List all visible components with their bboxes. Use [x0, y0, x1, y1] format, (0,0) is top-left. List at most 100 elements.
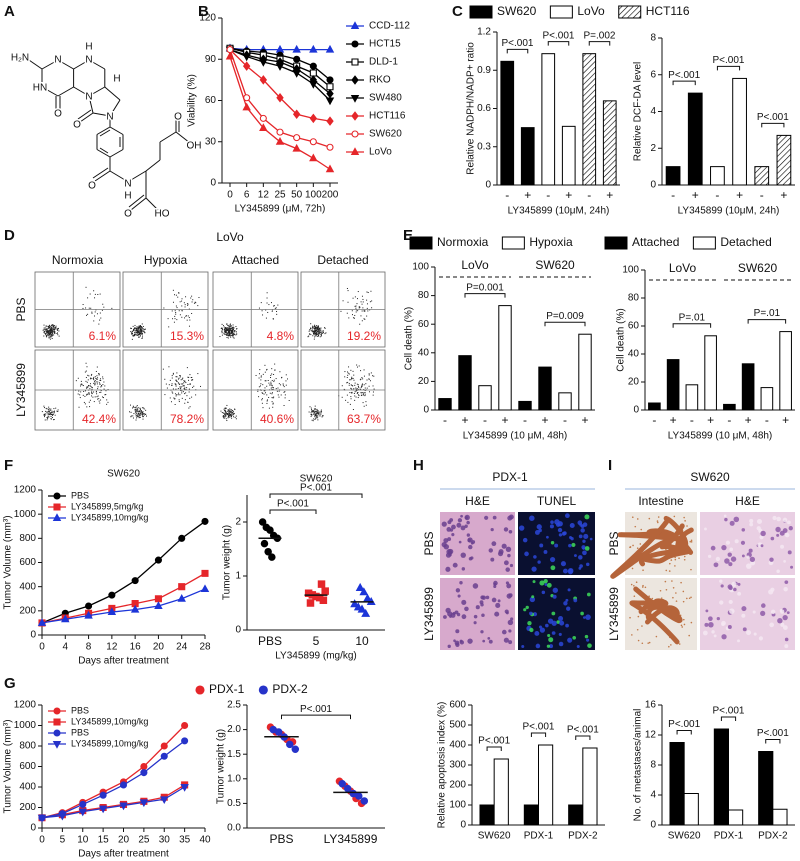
flow-event	[227, 325, 229, 327]
flow-event	[321, 411, 323, 413]
flow-event	[48, 413, 50, 415]
tissue-feature	[759, 535, 764, 540]
image-column-label: Intestine	[638, 494, 684, 508]
flow-event	[175, 384, 177, 386]
tissue-feature	[705, 609, 709, 613]
tissue-feature	[651, 597, 654, 600]
flow-event	[235, 331, 237, 333]
flow-event	[94, 382, 96, 384]
flow-event	[318, 333, 320, 335]
flow-event	[97, 395, 99, 397]
flow-event	[311, 410, 313, 412]
bond	[99, 129, 111, 137]
y-tick-label: 2	[650, 143, 656, 154]
flow-event	[361, 320, 363, 322]
flow-event	[310, 413, 312, 415]
flow-event	[264, 387, 266, 389]
flow-event	[262, 392, 264, 394]
flow-event	[183, 385, 185, 387]
legend-marker	[53, 718, 61, 726]
flow-event	[175, 385, 177, 387]
flow-event	[349, 379, 351, 381]
flow-event	[49, 326, 51, 328]
flow-event	[44, 419, 46, 421]
flow-event	[175, 388, 177, 390]
tissue-feature	[644, 586, 647, 589]
flow-event	[46, 332, 48, 334]
significance-bracket	[506, 48, 529, 54]
flow-event	[232, 329, 234, 331]
flow-event	[136, 409, 138, 411]
tissue-feature	[449, 528, 454, 532]
tissue-feature	[784, 637, 789, 642]
flow-event	[96, 375, 98, 377]
tissue-feature	[451, 533, 455, 537]
flow-event	[364, 318, 366, 320]
flow-event	[43, 335, 45, 337]
tissue-feature	[550, 541, 555, 545]
flow-event	[231, 417, 233, 419]
flow-event	[221, 332, 223, 334]
flow-event	[225, 330, 227, 332]
tissue-feature	[741, 554, 745, 558]
flow-event	[137, 334, 139, 336]
flow-event	[86, 393, 88, 395]
flow-event	[188, 379, 190, 381]
flow-event	[274, 369, 276, 371]
marker	[276, 128, 284, 136]
flow-event	[225, 334, 227, 336]
flow-event	[223, 410, 225, 412]
flow-event	[227, 409, 229, 411]
flow-event	[314, 415, 316, 417]
marker	[180, 784, 189, 792]
tissue-feature	[531, 566, 537, 572]
flow-event	[264, 380, 266, 382]
x-axis-label: LY345899 (μM, 72h)	[235, 204, 326, 215]
tissue-feature	[780, 609, 785, 614]
bar	[772, 808, 788, 826]
flow-event	[43, 407, 45, 409]
flow-event	[105, 394, 107, 396]
x-tick-label: 0	[39, 642, 45, 653]
flow-event	[94, 381, 96, 383]
flow-event	[134, 410, 136, 412]
flow-event	[354, 384, 356, 386]
marker	[259, 75, 268, 85]
flow-event	[58, 335, 60, 337]
flow-event	[141, 410, 143, 412]
flow-event	[340, 310, 342, 312]
flow-event	[137, 333, 139, 335]
x-tick-label: +	[782, 413, 789, 427]
tissue-feature	[579, 564, 583, 568]
tissue-feature	[672, 586, 675, 589]
tissue-feature	[746, 555, 750, 559]
flow-event	[271, 386, 273, 388]
flow-event	[43, 324, 45, 326]
flow-event	[88, 307, 90, 309]
flow-event	[178, 392, 180, 394]
significance-bracket	[761, 122, 785, 128]
flow-event	[93, 378, 95, 380]
tissue-feature	[565, 598, 569, 602]
flow-event	[111, 307, 113, 309]
tissue-feature	[456, 612, 461, 617]
flow-event	[313, 332, 315, 334]
tissue-feature	[544, 583, 548, 586]
flow-event	[229, 416, 231, 418]
flow-event	[56, 329, 58, 331]
tissue-feature	[733, 516, 740, 523]
flow-event	[99, 379, 101, 381]
flow-event	[273, 396, 275, 398]
flow-event	[225, 418, 227, 420]
flow-event	[184, 399, 186, 401]
tissue-feature	[636, 547, 639, 549]
flow-event	[312, 331, 314, 333]
tissue-feature	[567, 637, 573, 643]
marker	[200, 584, 210, 593]
tissue-feature	[776, 516, 781, 522]
flow-event	[315, 332, 317, 334]
x-tick-label: 200	[322, 190, 339, 201]
flow-event	[227, 410, 229, 412]
flow-event	[318, 333, 320, 335]
y-tick-label: 0	[485, 180, 491, 191]
